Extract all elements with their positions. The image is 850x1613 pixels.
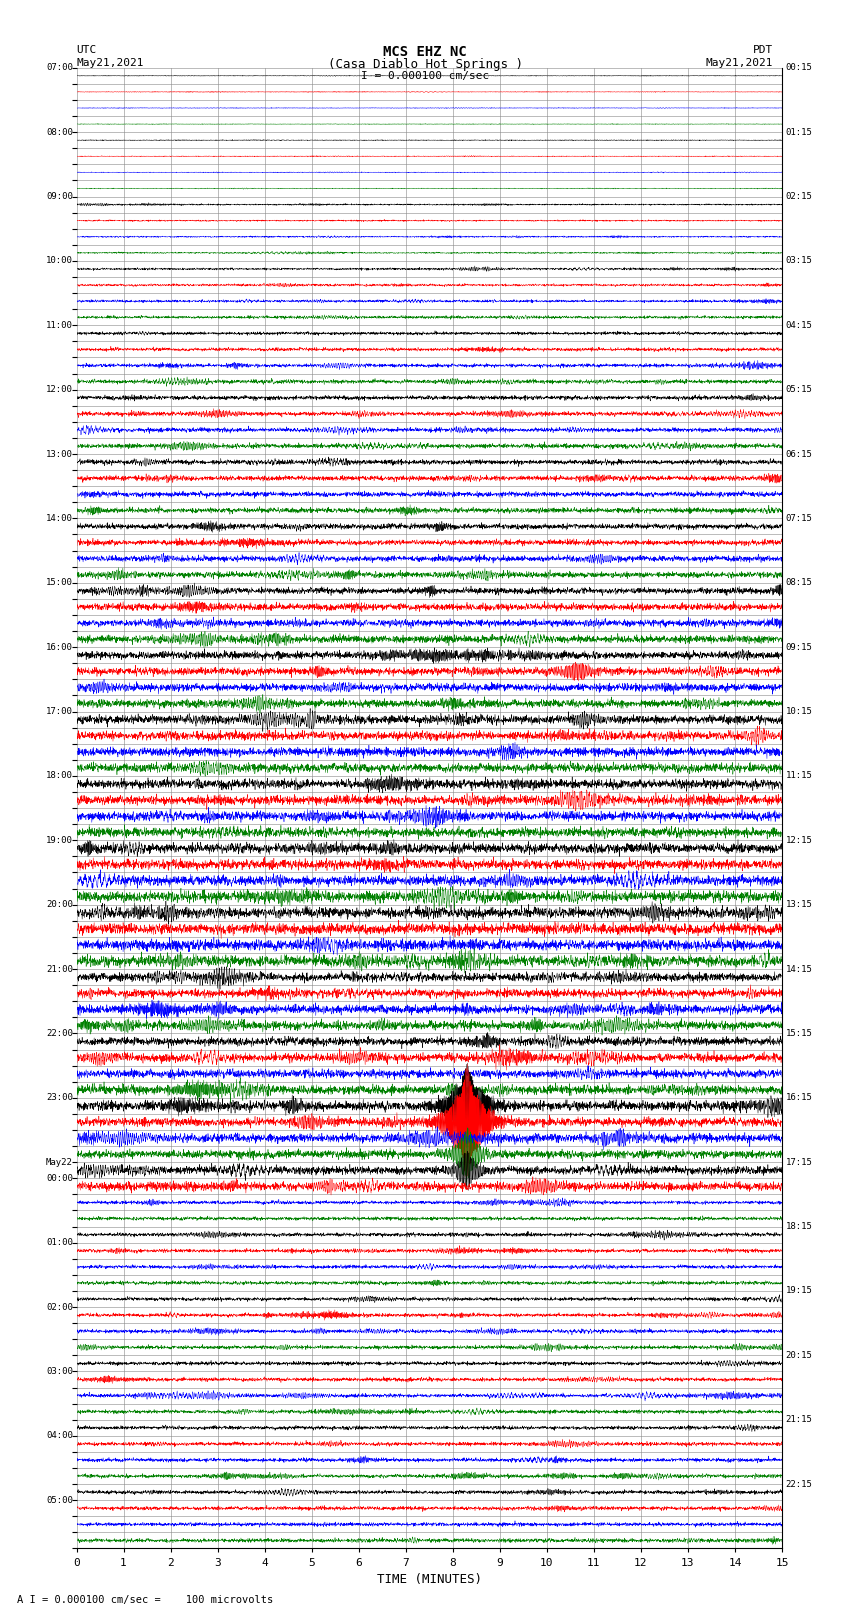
- Text: 03:00: 03:00: [46, 1366, 73, 1376]
- Text: 16:00: 16:00: [46, 642, 73, 652]
- Text: 08:00: 08:00: [46, 127, 73, 137]
- Text: 13:00: 13:00: [46, 450, 73, 458]
- Text: 14:00: 14:00: [46, 515, 73, 523]
- Text: 10:00: 10:00: [46, 256, 73, 266]
- Text: 20:00: 20:00: [46, 900, 73, 910]
- Text: 04:00: 04:00: [46, 1431, 73, 1440]
- Text: 03:15: 03:15: [785, 256, 813, 266]
- Text: 22:00: 22:00: [46, 1029, 73, 1037]
- Text: 17:00: 17:00: [46, 706, 73, 716]
- Text: 23:00: 23:00: [46, 1094, 73, 1102]
- Text: PDT: PDT: [753, 45, 774, 55]
- Text: 08:15: 08:15: [785, 579, 813, 587]
- Text: 21:15: 21:15: [785, 1415, 813, 1424]
- Text: May21,2021: May21,2021: [76, 58, 144, 68]
- Text: 22:15: 22:15: [785, 1479, 813, 1489]
- Text: 12:15: 12:15: [785, 836, 813, 845]
- Text: 06:15: 06:15: [785, 450, 813, 458]
- Text: MCS EHZ NC: MCS EHZ NC: [383, 45, 467, 60]
- Text: 17:15: 17:15: [785, 1158, 813, 1166]
- Text: 19:00: 19:00: [46, 836, 73, 845]
- Text: 16:15: 16:15: [785, 1094, 813, 1102]
- Text: 21:00: 21:00: [46, 965, 73, 974]
- Text: 09:00: 09:00: [46, 192, 73, 202]
- Text: 04:15: 04:15: [785, 321, 813, 329]
- Text: 19:15: 19:15: [785, 1287, 813, 1295]
- Text: 13:15: 13:15: [785, 900, 813, 910]
- Text: 00:00: 00:00: [46, 1174, 73, 1182]
- Text: 15:15: 15:15: [785, 1029, 813, 1037]
- Text: 14:15: 14:15: [785, 965, 813, 974]
- Text: 02:00: 02:00: [46, 1303, 73, 1311]
- Text: 05:15: 05:15: [785, 386, 813, 394]
- Text: May21,2021: May21,2021: [706, 58, 774, 68]
- Text: 02:15: 02:15: [785, 192, 813, 202]
- X-axis label: TIME (MINUTES): TIME (MINUTES): [377, 1573, 482, 1586]
- Text: (Casa Diablo Hot Springs ): (Casa Diablo Hot Springs ): [327, 58, 523, 71]
- Text: May22: May22: [46, 1158, 73, 1166]
- Text: 07:00: 07:00: [46, 63, 73, 73]
- Text: 18:15: 18:15: [785, 1223, 813, 1231]
- Text: 01:15: 01:15: [785, 127, 813, 137]
- Text: UTC: UTC: [76, 45, 97, 55]
- Text: 20:15: 20:15: [785, 1350, 813, 1360]
- Text: 00:15: 00:15: [785, 63, 813, 73]
- Text: 18:00: 18:00: [46, 771, 73, 781]
- Text: I = 0.000100 cm/sec: I = 0.000100 cm/sec: [361, 71, 489, 81]
- Text: A I = 0.000100 cm/sec =    100 microvolts: A I = 0.000100 cm/sec = 100 microvolts: [17, 1595, 273, 1605]
- Text: 05:00: 05:00: [46, 1495, 73, 1505]
- Text: 07:15: 07:15: [785, 515, 813, 523]
- Text: 12:00: 12:00: [46, 386, 73, 394]
- Text: 09:15: 09:15: [785, 642, 813, 652]
- Text: 01:00: 01:00: [46, 1239, 73, 1247]
- Text: 11:00: 11:00: [46, 321, 73, 329]
- Text: 11:15: 11:15: [785, 771, 813, 781]
- Text: 15:00: 15:00: [46, 579, 73, 587]
- Text: 10:15: 10:15: [785, 706, 813, 716]
